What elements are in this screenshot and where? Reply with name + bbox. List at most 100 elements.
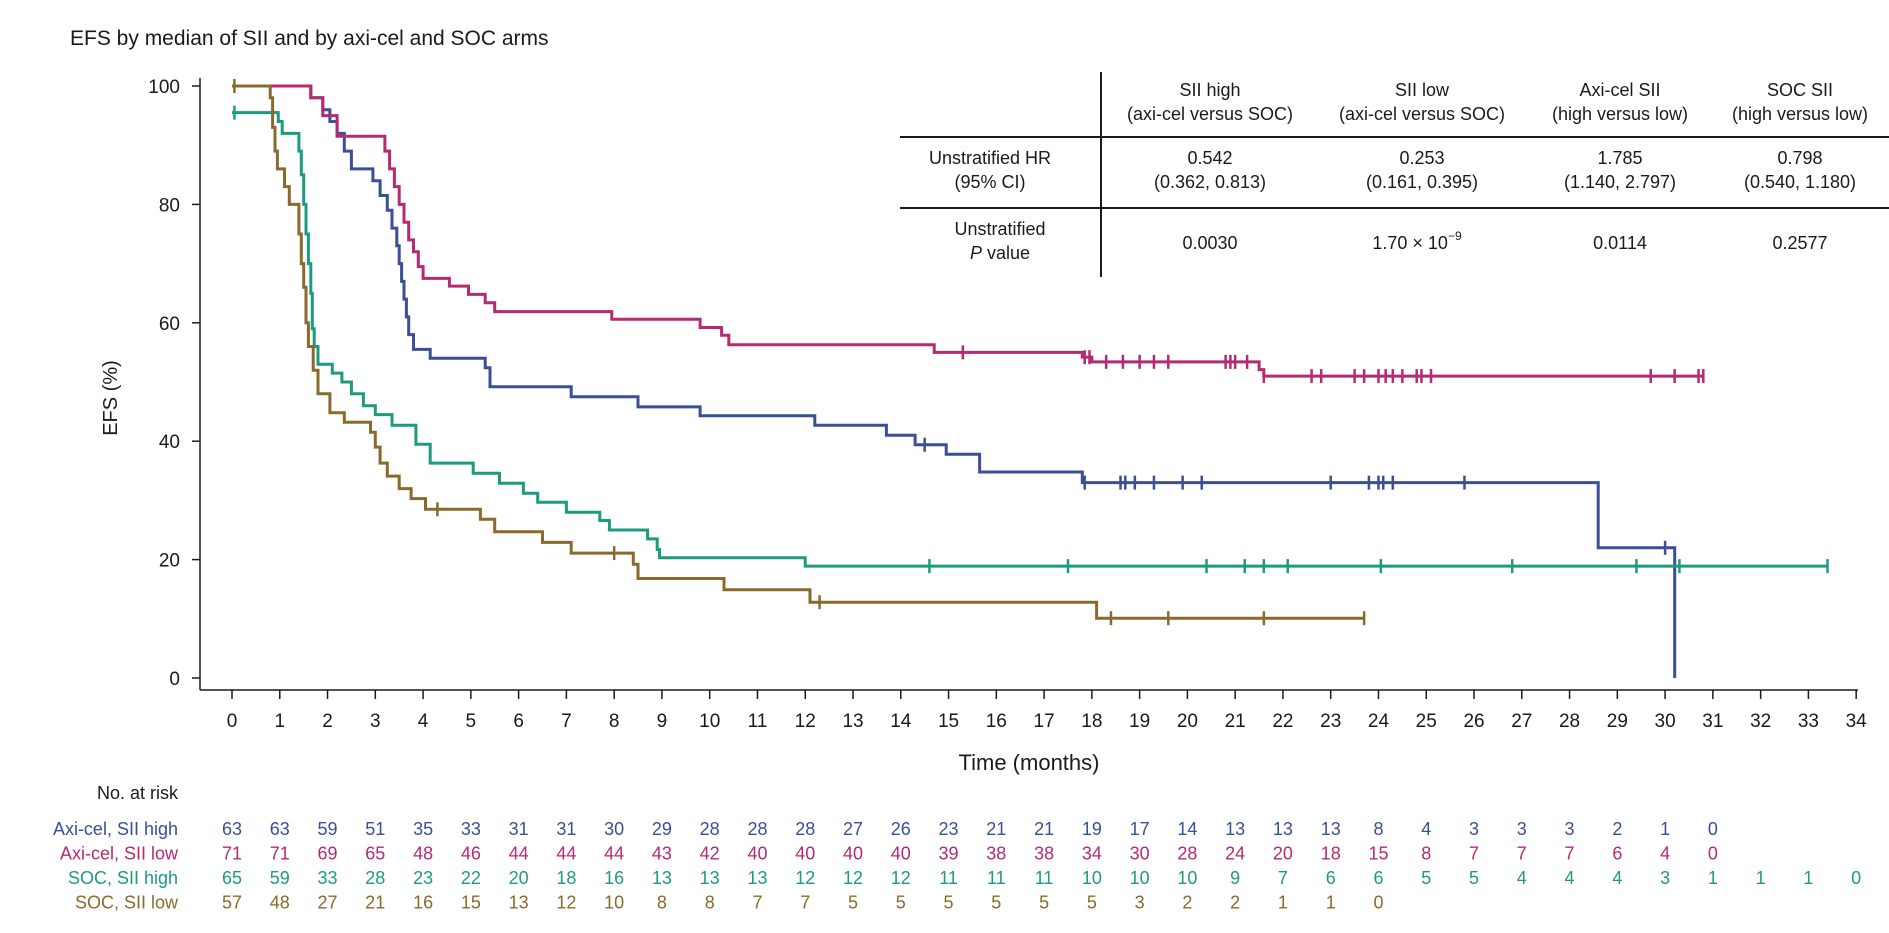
risk-value: 24 <box>1225 844 1245 864</box>
risk-value: 3 <box>1135 893 1145 913</box>
risk-value: 13 <box>1273 819 1293 839</box>
risk-value: 59 <box>270 868 290 888</box>
y-tick-label: 40 <box>159 432 180 453</box>
x-tick-label: 2 <box>322 711 333 732</box>
risk-value: 1 <box>1803 868 1813 888</box>
x-tick-label: 17 <box>1034 711 1055 732</box>
risk-value: 38 <box>1034 844 1054 864</box>
risk-value: 5 <box>1087 893 1097 913</box>
risk-row-label: Axi-cel, SII low <box>60 844 179 864</box>
x-tick-label: 31 <box>1702 711 1723 732</box>
risk-value: 10 <box>604 893 624 913</box>
risk-value: 4 <box>1565 868 1575 888</box>
x-tick-label: 19 <box>1129 711 1150 732</box>
risk-value: 35 <box>413 819 433 839</box>
x-tick-label: 9 <box>657 711 668 732</box>
hr-col-header-1-line1: SII high <box>1179 80 1240 100</box>
risk-value: 33 <box>461 819 481 839</box>
hr-table: SII high (axi-cel versus SOC) SII low (a… <box>900 72 1889 277</box>
hr-cell-2-4: 0.2577 <box>1772 233 1827 253</box>
risk-value: 31 <box>509 819 529 839</box>
risk-value: 65 <box>365 844 385 864</box>
risk-value: 5 <box>1421 868 1431 888</box>
risk-value: 14 <box>1177 819 1197 839</box>
risk-value: 5 <box>848 893 858 913</box>
risk-value: 26 <box>891 819 911 839</box>
risk-value: 42 <box>700 844 720 864</box>
risk-value: 12 <box>795 868 815 888</box>
risk-value: 63 <box>222 819 242 839</box>
hr-col-header-4-line1: SOC SII <box>1767 80 1833 100</box>
km-curve-series-4 <box>232 84 1365 620</box>
risk-value: 4 <box>1421 819 1431 839</box>
risk-value: 13 <box>747 868 767 888</box>
risk-value: 69 <box>318 844 338 864</box>
risk-value: 48 <box>413 844 433 864</box>
risk-value: 34 <box>1082 844 1102 864</box>
risk-value: 0 <box>1851 868 1861 888</box>
risk-value: 1 <box>1708 868 1718 888</box>
risk-value: 17 <box>1130 819 1150 839</box>
risk-value: 0 <box>1373 893 1383 913</box>
risk-value: 7 <box>1517 844 1527 864</box>
risk-value: 7 <box>752 893 762 913</box>
risk-value: 65 <box>222 868 242 888</box>
risk-value: 71 <box>222 844 242 864</box>
risk-value: 57 <box>222 893 242 913</box>
x-tick-label: 16 <box>986 711 1007 732</box>
x-tick-label: 0 <box>227 711 238 732</box>
hr-col-header-1-line2: (axi-cel versus SOC) <box>1127 104 1293 124</box>
x-tick-label: 25 <box>1416 711 1437 732</box>
x-tick-label: 13 <box>842 711 863 732</box>
x-tick-label: 11 <box>748 711 768 732</box>
risk-value: 40 <box>747 844 767 864</box>
risk-value: 21 <box>1034 819 1054 839</box>
hr-cell-2-3: 0.0114 <box>1593 233 1647 253</box>
risk-value: 4 <box>1660 844 1670 864</box>
x-tick-label: 3 <box>370 711 381 732</box>
y-tick-label: 80 <box>159 195 180 216</box>
risk-value: 2 <box>1230 893 1240 913</box>
x-tick-label: 20 <box>1177 711 1198 732</box>
x-tick-label: 22 <box>1272 711 1293 732</box>
risk-value: 1 <box>1660 819 1670 839</box>
risk-value: 28 <box>747 819 767 839</box>
hr-cell-1-3-line1: 1.785 <box>1597 148 1642 168</box>
risk-value: 15 <box>461 893 481 913</box>
x-tick-label: 6 <box>513 711 524 732</box>
risk-value: 44 <box>604 844 624 864</box>
y-tick-label: 60 <box>159 314 180 335</box>
risk-value: 23 <box>413 868 433 888</box>
km-curves <box>232 79 1829 678</box>
risk-value: 28 <box>1177 844 1197 864</box>
x-tick-label: 29 <box>1607 711 1628 732</box>
risk-value: 1 <box>1756 868 1766 888</box>
risk-value: 63 <box>270 819 290 839</box>
x-tick-label: 14 <box>890 711 912 732</box>
risk-value: 7 <box>1565 844 1575 864</box>
risk-value: 20 <box>509 868 529 888</box>
risk-value: 23 <box>939 819 959 839</box>
risk-value: 13 <box>509 893 529 913</box>
risk-value: 12 <box>556 893 576 913</box>
hr-row-label-1-line1: Unstratified HR <box>929 148 1051 168</box>
hr-row-label-2-rest: value <box>982 243 1030 263</box>
risk-value: 13 <box>1225 819 1245 839</box>
hr-cell-2-2-base: 1.70 × 10 <box>1372 233 1448 253</box>
hr-cell-1-4-line1: 0.798 <box>1777 148 1822 168</box>
chart-title: EFS by median of SII and by axi-cel and … <box>70 27 549 50</box>
risk-value: 43 <box>652 844 672 864</box>
x-tick-label: 27 <box>1511 711 1532 732</box>
risk-value: 39 <box>939 844 959 864</box>
hr-col-header-3-line2: (high versus low) <box>1552 104 1688 124</box>
hr-row-label-2-line1: Unstratified <box>954 219 1045 239</box>
risk-value: 20 <box>1273 844 1293 864</box>
km-curve-series-1 <box>232 84 1677 678</box>
y-axis-label: EFS (%) <box>100 360 122 436</box>
hr-cell-1-1-line1: 0.542 <box>1187 148 1232 168</box>
risk-value: 5 <box>991 893 1001 913</box>
x-tick-label: 1 <box>274 711 285 732</box>
risk-value: 21 <box>986 819 1006 839</box>
